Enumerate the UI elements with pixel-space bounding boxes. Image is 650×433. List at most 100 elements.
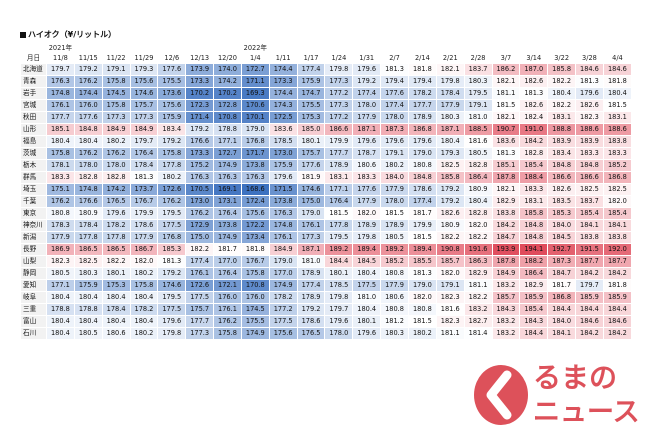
price-cell: 178.4 [435, 87, 465, 100]
table-body: 北海道 179.7 179.2 179.1 179.3 177.6 173.9 174.0 17… [20, 63, 633, 340]
date-column-header: 3/14 [519, 53, 549, 64]
price-cell: 183.8 [602, 231, 633, 244]
price-cell: 187.7 [602, 255, 633, 268]
price-cell: 182.2 [547, 75, 577, 88]
price-cell: 179.6 [407, 135, 437, 148]
price-cell: 180.4 [352, 267, 382, 280]
price-cell: 174.6 [157, 279, 187, 292]
price-cell: 183.2 [491, 315, 521, 328]
price-cell: 181.3 [380, 63, 409, 76]
price-cell: 182.3 [435, 291, 465, 304]
price-cell: 185.9 [602, 291, 633, 304]
price-cell: 170.8 [213, 111, 242, 124]
price-cell: 181.3 [157, 255, 187, 268]
price-cell: 192.0 [602, 243, 633, 256]
price-cell: 174.3 [268, 99, 298, 112]
price-cell: 175.0 [185, 231, 215, 244]
price-cell: 182.9 [463, 267, 493, 280]
price-cell: 175.9 [268, 159, 298, 172]
prefecture-label: 茨城 [20, 147, 47, 160]
price-cell: 175.9 [157, 111, 187, 124]
price-cell: 179.6 [352, 327, 382, 340]
date-column-header: 3/22 [547, 53, 577, 64]
prefecture-label: 千葉 [20, 195, 47, 208]
price-cell: 181.3 [575, 75, 604, 88]
price-cell: 190.8 [435, 243, 465, 256]
square-bullet-icon [20, 31, 26, 38]
price-cell: 188.5 [463, 123, 493, 136]
price-cell: 184.4 [519, 327, 549, 340]
price-cell: 173.8 [240, 159, 270, 172]
price-cell: 193.9 [491, 243, 521, 256]
price-cell: 182.1 [491, 183, 521, 196]
price-cell: 179.9 [324, 135, 354, 148]
price-cell: 172.2 [240, 219, 270, 232]
year-label [352, 43, 382, 54]
price-cell: 171.1 [240, 75, 270, 88]
price-cell: 194.1 [519, 243, 549, 256]
price-cell: 182.8 [73, 171, 103, 184]
price-cell: 176.6 [185, 135, 215, 148]
price-cell: 181.5 [324, 207, 354, 220]
prefecture-label: 山形 [20, 123, 47, 136]
price-cell: 186.6 [324, 123, 354, 136]
prefecture-label: 神奈川 [20, 219, 47, 232]
price-cell: 186.6 [547, 171, 577, 184]
price-cell: 188.6 [575, 123, 604, 136]
price-cell: 178.2 [407, 87, 437, 100]
date-column-header: 1/24 [324, 53, 354, 64]
price-cell: 182.2 [463, 291, 493, 304]
price-cell: 187.7 [575, 255, 604, 268]
price-cell: 177.6 [380, 87, 409, 100]
price-cell: 185.1 [491, 159, 521, 172]
price-cell: 175.8 [46, 147, 75, 160]
price-cell: 177.3 [129, 111, 159, 124]
price-cell: 189.4 [407, 243, 437, 256]
prefecture-label: 石川 [20, 327, 47, 340]
date-column-header: 3/7 [491, 53, 521, 64]
price-cell: 176.1 [185, 267, 215, 280]
price-cell: 178.4 [129, 159, 159, 172]
price-cell: 184.2 [575, 327, 604, 340]
price-cell: 172.7 [240, 63, 270, 76]
price-cell: 186.9 [46, 243, 75, 256]
price-cell: 183.3 [352, 171, 382, 184]
price-cell: 175.2 [185, 159, 215, 172]
price-cell: 173.1 [213, 195, 242, 208]
price-cell: 182.0 [435, 267, 465, 280]
price-cell: 174.0 [213, 63, 242, 76]
table-row: 山梨 182.3 182.5 182.2 182.0 181.3 177.4 177.0 176… [20, 255, 633, 268]
price-cell: 177.8 [101, 231, 131, 244]
price-cell: 180.4 [46, 291, 75, 304]
price-cell: 178.5 [324, 279, 354, 292]
price-cell: 171.5 [268, 183, 298, 196]
date-column-header: 11/15 [73, 53, 103, 64]
price-cell: 180.5 [73, 327, 103, 340]
price-cell: 180.9 [435, 219, 465, 232]
price-cell: 174.9 [213, 231, 242, 244]
price-cell: 181.6 [435, 303, 465, 316]
price-cell: 180.4 [73, 315, 103, 328]
price-cell: 181.3 [491, 147, 521, 160]
price-cell: 181.5 [602, 99, 633, 112]
year-label [435, 43, 465, 54]
price-cell: 174.7 [296, 87, 326, 100]
price-cell: 175.5 [240, 315, 270, 328]
year-label [463, 43, 493, 54]
price-cell: 177.3 [296, 231, 326, 244]
price-cell: 179.2 [435, 183, 465, 196]
price-cell: 183.4 [547, 147, 577, 160]
price-cell: 180.2 [129, 327, 159, 340]
price-cell: 181.7 [213, 243, 242, 256]
year-label [324, 43, 354, 54]
price-cell: 177.2 [324, 87, 354, 100]
price-cell: 182.3 [46, 255, 75, 268]
price-cell: 178.2 [268, 291, 298, 304]
price-cell: 179.2 [73, 63, 103, 76]
price-cell: 183.1 [547, 111, 577, 124]
date-column-header: 12/13 [185, 53, 215, 64]
logo-emblem-icon [474, 365, 528, 425]
price-cell: 185.7 [491, 291, 521, 304]
price-cell: 176.2 [213, 315, 242, 328]
price-cell: 183.7 [463, 63, 493, 76]
